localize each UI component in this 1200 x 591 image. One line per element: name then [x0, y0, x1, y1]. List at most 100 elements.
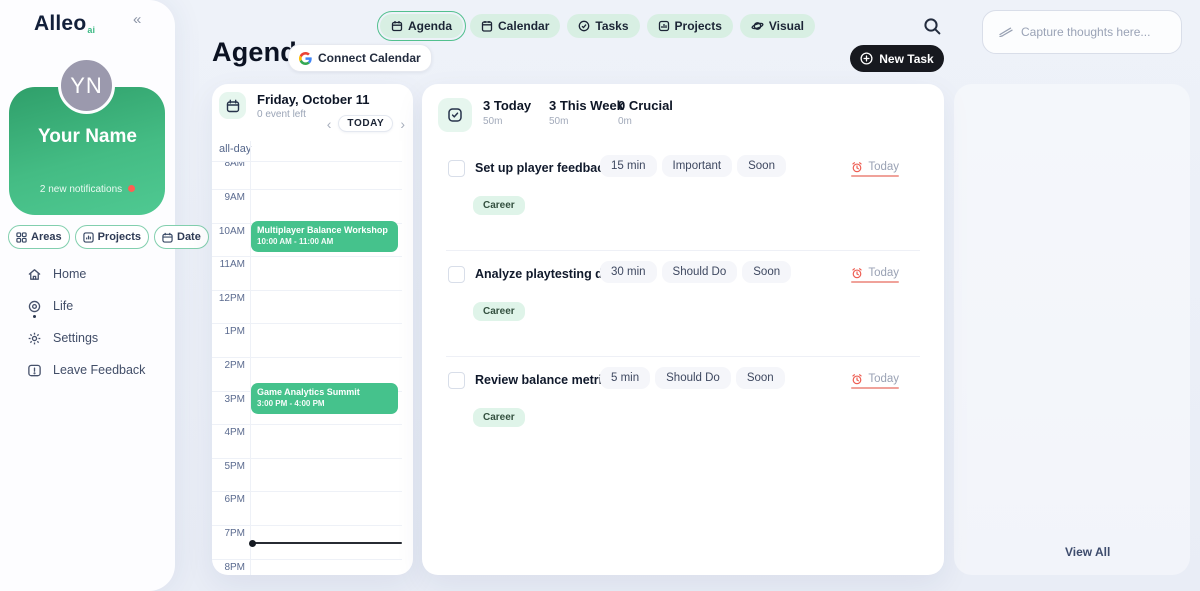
- row-divider: [446, 250, 920, 251]
- areas-button[interactable]: Areas: [8, 225, 70, 249]
- profile-name: Your Name: [38, 126, 137, 147]
- scribble-pen-icon: [999, 27, 1013, 37]
- captured-thoughts-panel: View All: [954, 84, 1190, 575]
- tab-agenda[interactable]: Agenda: [376, 10, 467, 42]
- priority-chip[interactable]: Should Do: [661, 261, 738, 283]
- task-row: Review balance metrics 5 min Should Do S…: [422, 364, 944, 470]
- duration-chip[interactable]: 30 min: [600, 261, 657, 283]
- hour-label: 10AM: [218, 225, 245, 237]
- date-title: Friday, October 11: [257, 92, 370, 107]
- connect-calendar-button[interactable]: Connect Calendar: [288, 44, 432, 72]
- task-checkbox[interactable]: [448, 160, 465, 177]
- sidebar-item-home[interactable]: Home: [27, 258, 145, 290]
- hour-label: 2PM: [224, 359, 245, 371]
- tasks-header-icon: [438, 98, 472, 132]
- active-indicator-dot: [33, 315, 36, 318]
- due-date[interactable]: Today: [851, 373, 899, 389]
- hour-label: 8PM: [224, 561, 245, 573]
- task-checkbox[interactable]: [448, 266, 465, 283]
- current-time-indicator: [249, 539, 402, 547]
- projects-chart-icon: [658, 20, 669, 32]
- sidebar: Alleoai « YN Your Name 2 new notificatio…: [0, 0, 209, 591]
- task-tag[interactable]: Career: [473, 408, 525, 427]
- due-underline: [851, 387, 899, 389]
- date-filter-button[interactable]: Date: [154, 225, 209, 249]
- projects-filter-button[interactable]: Projects: [74, 225, 149, 249]
- search-icon[interactable]: [923, 17, 942, 36]
- projects-icon: [82, 231, 94, 243]
- due-date[interactable]: Today: [851, 161, 899, 177]
- prev-day-icon[interactable]: ‹: [326, 115, 332, 132]
- tab-projects[interactable]: Projects: [646, 14, 733, 38]
- task-row: Set up player feedback 15 min Important …: [422, 152, 944, 258]
- view-all-link[interactable]: View All: [1065, 545, 1111, 559]
- event-title: Multiplayer Balance Workshop: [257, 225, 388, 235]
- all-day-row: all-day: [212, 141, 402, 162]
- duration-chip[interactable]: 5 min: [600, 367, 651, 389]
- duration-chip[interactable]: 15 min: [600, 155, 657, 177]
- sidebar-filters: Areas Projects Date: [8, 225, 209, 249]
- day-grid: 8AM 9AM 10AM 11AM 12PM 1PM 2PM 3PM 4PM 5…: [212, 141, 413, 575]
- today-button[interactable]: TODAY: [338, 115, 394, 132]
- task-title: Review balance metrics: [475, 373, 617, 387]
- task-row: Analyze playtesting data 30 min Should D…: [422, 258, 944, 364]
- logo-suffix: ai: [87, 25, 96, 35]
- hour-label: 7PM: [224, 527, 245, 539]
- capture-input[interactable]: Capture thoughts here...: [982, 10, 1182, 54]
- calendar-event[interactable]: Game Analytics Summit 3:00 PM - 4:00 PM: [251, 383, 398, 414]
- app-logo: Alleoai: [34, 12, 96, 35]
- alarm-icon: [852, 268, 863, 279]
- calendar-event[interactable]: Multiplayer Balance Workshop 10:00 AM - …: [251, 221, 398, 252]
- sidebar-item-leave-feedback[interactable]: Leave Feedback: [27, 354, 145, 386]
- stat-today: 3 Today 50m: [483, 98, 532, 127]
- tab-calendar[interactable]: Calendar: [470, 14, 561, 38]
- date-icon: [162, 232, 173, 243]
- plus-circle-icon: [860, 52, 873, 65]
- avatar[interactable]: YN: [58, 57, 115, 114]
- capture-placeholder: Capture thoughts here...: [1021, 25, 1151, 39]
- areas-icon: [16, 231, 27, 243]
- life-target-icon: [28, 300, 41, 312]
- due-underline: [851, 175, 899, 177]
- agenda-day-panel: Friday, October 11 0 event left ‹ TODAY …: [212, 84, 413, 575]
- urgency-chip[interactable]: Soon: [737, 155, 786, 177]
- hour-label: 11AM: [219, 259, 245, 271]
- task-checkbox[interactable]: [448, 372, 465, 389]
- hour-label: 9AM: [224, 191, 245, 203]
- hour-rows: 8AM 9AM 10AM 11AM 12PM 1PM 2PM 3PM 4PM 5…: [212, 155, 402, 575]
- alarm-icon: [852, 374, 863, 385]
- tab-tasks[interactable]: Tasks: [567, 14, 640, 38]
- tasks-panel: 3 Today 50m 3 This Week 50m 0 Crucial 0m…: [422, 84, 944, 575]
- hour-label: 3PM: [224, 393, 245, 405]
- calendar-header-icon: [219, 92, 246, 119]
- urgency-chip[interactable]: Soon: [735, 367, 785, 389]
- time-axis-separator: [250, 141, 251, 575]
- tab-visual[interactable]: Visual: [739, 14, 816, 38]
- priority-chip[interactable]: Should Do: [655, 367, 731, 389]
- urgency-chip[interactable]: Soon: [742, 261, 792, 283]
- stat-this-week: 3 This Week 50m: [549, 98, 624, 127]
- sidebar-item-life[interactable]: Life: [27, 290, 145, 322]
- priority-chip[interactable]: Important: [661, 155, 733, 177]
- alarm-icon: [852, 162, 863, 173]
- hour-label: 5PM: [224, 460, 245, 472]
- sidebar-item-settings[interactable]: Settings: [27, 322, 145, 354]
- gear-icon: [28, 332, 41, 344]
- task-title: Analyze playtesting data: [475, 267, 621, 281]
- next-day-icon[interactable]: ›: [400, 115, 405, 132]
- new-task-button[interactable]: New Task: [850, 45, 944, 72]
- hour-label: 12PM: [218, 292, 245, 304]
- notifications-text[interactable]: 2 new notifications: [0, 184, 175, 195]
- event-title: Game Analytics Summit: [257, 387, 360, 397]
- tasks-check-icon: [579, 20, 590, 32]
- due-date[interactable]: Today: [851, 267, 899, 283]
- google-icon: [299, 51, 312, 65]
- events-left-text: 0 event left: [257, 109, 306, 120]
- event-time: 10:00 AM - 11:00 AM: [257, 237, 334, 246]
- date-navigation: ‹ TODAY ›: [327, 115, 405, 132]
- hour-label: 6PM: [224, 494, 245, 506]
- task-tag[interactable]: Career: [473, 196, 525, 215]
- event-time: 3:00 PM - 4:00 PM: [257, 399, 325, 408]
- sidebar-collapse-icon[interactable]: «: [133, 11, 142, 28]
- task-tag[interactable]: Career: [473, 302, 525, 321]
